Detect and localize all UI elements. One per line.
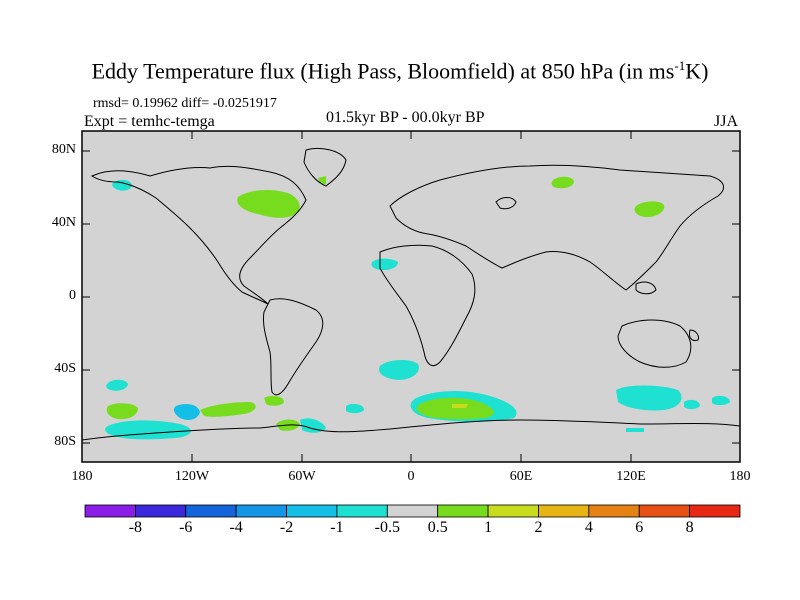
colorbar-swatch: [689, 504, 741, 518]
colorbar-swatch: [84, 504, 136, 518]
region-ross-negative: [712, 395, 730, 406]
lon-tick-marks: [191, 131, 632, 462]
colorbar-label: -8: [128, 519, 143, 536]
lon-label-0: 0: [407, 469, 415, 484]
lon-label-60w: 60W: [288, 469, 316, 484]
lat-label-80s: 80S: [54, 434, 76, 449]
coast-africa: [379, 244, 476, 367]
region-east-indian-negative: [616, 385, 682, 411]
coast-south-america: [263, 298, 324, 396]
colorbar-label: 0.5: [427, 519, 448, 536]
region-south-atlantic-negative: [379, 360, 419, 380]
lon-label-120e: 120E: [616, 469, 646, 484]
coast-australia: [617, 319, 692, 368]
region-greenland-positive: [318, 176, 326, 184]
lon-label-60e: 60E: [509, 469, 533, 484]
region-drake-positive: [264, 395, 284, 406]
coast-north-america: [90, 165, 307, 305]
colorbar-swatch: [134, 504, 187, 518]
colorbar-swatch: [286, 504, 338, 518]
region-antarctic-peninsula-negative: [300, 418, 326, 433]
lon-label-180e: 180: [729, 469, 751, 484]
colorbar-label: 4: [584, 519, 593, 536]
lon-label-180w: 180: [71, 469, 93, 484]
region-southern-ocean-pacific-positive: [106, 403, 138, 420]
coastlines: [81, 147, 741, 441]
colorbar-label: 1: [484, 519, 493, 536]
colorbar-swatch: [185, 504, 237, 518]
colorbar-swatch: [235, 504, 287, 518]
season-label: JJA: [714, 113, 739, 130]
map-title: Eddy Temperature flux (High Pass, Bloomf…: [91, 58, 709, 84]
lat-label-80n: 80N: [51, 142, 76, 157]
coast-greenland: [303, 147, 347, 187]
colorbar-label: -2: [279, 519, 294, 536]
lat-tick-marks: [82, 150, 740, 444]
coast-antarctica: [81, 419, 741, 441]
lat-label-40n: 40N: [51, 215, 76, 230]
region-southern-ocean-west-negative: [105, 420, 191, 440]
colorbar-swatch: [386, 504, 439, 518]
lon-label-120w: 120W: [174, 469, 210, 484]
anomaly-regions: [105, 176, 730, 440]
region-alaska-negative: [112, 179, 132, 191]
colorbar-label: -6: [179, 519, 193, 536]
colorbar-label: -1: [330, 519, 344, 536]
colorbar-swatch: [638, 504, 691, 518]
colorbar-swatch: [588, 504, 640, 518]
colorbar-swatch: [336, 504, 388, 518]
period-label: 01.5kyr BP - 00.0kyr BP: [326, 109, 485, 126]
colorbar-label: 8: [685, 519, 694, 536]
colorbar-swatch: [437, 504, 489, 518]
coast-islands: [495, 197, 699, 341]
stats-label: rmsd= 0.19962 diff= -0.0251917: [93, 96, 277, 111]
coast-eurasia: [389, 164, 725, 291]
experiment-label: Expt = temhc-temga: [84, 113, 215, 130]
colorbar-label: 6: [635, 519, 644, 536]
region-south-pacific-negative: [106, 379, 128, 391]
region-south-indian-strong-positive: [452, 404, 468, 408]
region-north-america-positive: [237, 189, 300, 218]
region-antarctic-coast-negative: [626, 428, 644, 432]
region-weddell-negative: [346, 403, 364, 414]
region-east-asia-positive: [634, 201, 665, 218]
lat-label-40s: 40S: [54, 361, 76, 376]
region-southern-ocean-west-mid-negative: [173, 404, 200, 420]
lat-label-eq: 0: [69, 288, 76, 303]
colorbar-swatch: [487, 504, 539, 518]
colorbar-label: -4: [229, 519, 243, 536]
region-siberia-positive: [551, 176, 574, 189]
region-australia-south-negative: [684, 399, 700, 410]
region-pacific-sector-positive: [200, 402, 256, 417]
region-africa-west-negative: [371, 258, 398, 271]
colorbar: [84, 504, 741, 518]
colorbar-label: -0.5: [374, 519, 400, 536]
colorbar-swatch: [538, 504, 590, 518]
colorbar-label: 2: [534, 519, 543, 536]
region-south-indian-positive: [416, 397, 494, 420]
